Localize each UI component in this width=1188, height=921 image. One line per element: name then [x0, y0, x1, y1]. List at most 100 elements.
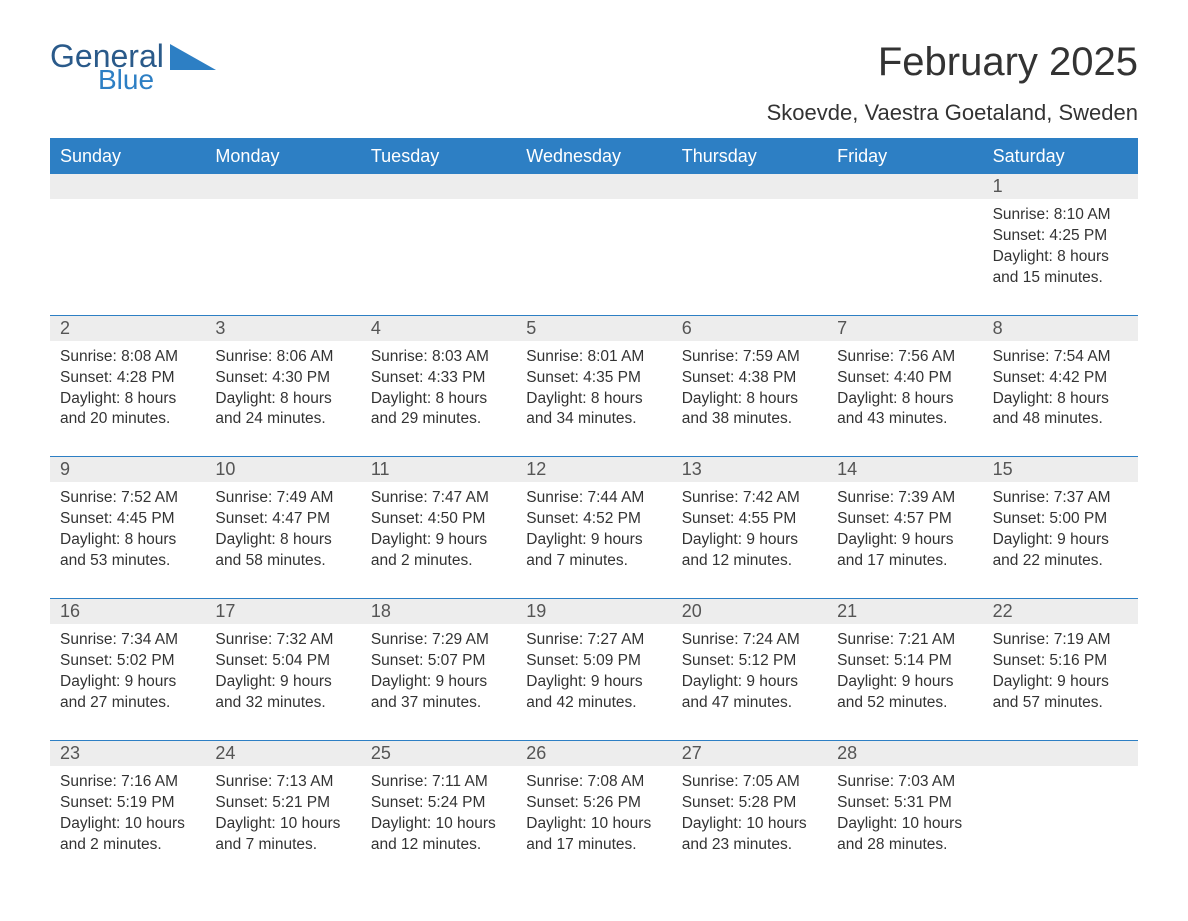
day-number: 25 — [361, 741, 516, 766]
day-number: 15 — [983, 457, 1138, 482]
day-cell: Sunrise: 7:05 AMSunset: 5:28 PMDaylight:… — [672, 766, 827, 882]
daylight-text: Daylight: 10 hours — [371, 814, 506, 835]
daylight-text: and 47 minutes. — [682, 693, 817, 714]
day-cell: Sunrise: 7:29 AMSunset: 5:07 PMDaylight:… — [361, 624, 516, 740]
daylight-text: and 28 minutes. — [837, 835, 972, 856]
day-cell: Sunrise: 7:34 AMSunset: 5:02 PMDaylight:… — [50, 624, 205, 740]
sunrise-text: Sunrise: 7:49 AM — [215, 488, 350, 509]
day-cell — [983, 766, 1138, 882]
day-number — [983, 741, 1138, 766]
day-cell: Sunrise: 7:49 AMSunset: 4:47 PMDaylight:… — [205, 482, 360, 598]
day-cell: Sunrise: 7:21 AMSunset: 5:14 PMDaylight:… — [827, 624, 982, 740]
day-number: 26 — [516, 741, 671, 766]
brand-word2: Blue — [98, 66, 164, 94]
daynum-row: 232425262728 — [50, 741, 1138, 766]
daylight-text: and 27 minutes. — [60, 693, 195, 714]
daylight-text: and 12 minutes. — [682, 551, 817, 572]
dow-wednesday: Wednesday — [516, 140, 671, 173]
sunset-text: Sunset: 5:14 PM — [837, 651, 972, 672]
sunset-text: Sunset: 5:28 PM — [682, 793, 817, 814]
sunrise-text: Sunrise: 7:34 AM — [60, 630, 195, 651]
day-number: 6 — [672, 316, 827, 341]
daylight-text: Daylight: 8 hours — [371, 389, 506, 410]
header: General Blue February 2025 — [50, 40, 1138, 94]
sunrise-text: Sunrise: 7:08 AM — [526, 772, 661, 793]
brand-logo: General Blue — [50, 40, 216, 94]
day-number: 16 — [50, 599, 205, 624]
dow-tuesday: Tuesday — [361, 140, 516, 173]
daylight-text: Daylight: 8 hours — [60, 530, 195, 551]
daylight-text: Daylight: 9 hours — [993, 530, 1128, 551]
day-cell — [50, 199, 205, 315]
daylight-text: and 22 minutes. — [993, 551, 1128, 572]
day-number — [361, 174, 516, 199]
sunset-text: Sunset: 5:21 PM — [215, 793, 350, 814]
day-cell: Sunrise: 7:47 AMSunset: 4:50 PMDaylight:… — [361, 482, 516, 598]
sunrise-text: Sunrise: 7:47 AM — [371, 488, 506, 509]
sunset-text: Sunset: 4:45 PM — [60, 509, 195, 530]
day-cell: Sunrise: 7:16 AMSunset: 5:19 PMDaylight:… — [50, 766, 205, 882]
day-cell — [516, 199, 671, 315]
sunset-text: Sunset: 4:38 PM — [682, 368, 817, 389]
sunset-text: Sunset: 5:09 PM — [526, 651, 661, 672]
day-cell: Sunrise: 8:03 AMSunset: 4:33 PMDaylight:… — [361, 341, 516, 457]
daylight-text: and 12 minutes. — [371, 835, 506, 856]
daylight-text: Daylight: 8 hours — [60, 389, 195, 410]
day-number: 23 — [50, 741, 205, 766]
day-cell — [205, 199, 360, 315]
calendar-week: 16171819202122Sunrise: 7:34 AMSunset: 5:… — [50, 598, 1138, 740]
sunrise-text: Sunrise: 7:21 AM — [837, 630, 972, 651]
day-number: 8 — [983, 316, 1138, 341]
sunset-text: Sunset: 5:24 PM — [371, 793, 506, 814]
sunset-text: Sunset: 4:35 PM — [526, 368, 661, 389]
sunrise-text: Sunrise: 8:06 AM — [215, 347, 350, 368]
sunrise-text: Sunrise: 7:54 AM — [993, 347, 1128, 368]
sunrise-text: Sunrise: 7:32 AM — [215, 630, 350, 651]
day-number — [50, 174, 205, 199]
daylight-text: and 2 minutes. — [60, 835, 195, 856]
sunrise-text: Sunrise: 7:56 AM — [837, 347, 972, 368]
dow-saturday: Saturday — [983, 140, 1138, 173]
sunset-text: Sunset: 4:28 PM — [60, 368, 195, 389]
day-of-week-header: Sunday Monday Tuesday Wednesday Thursday… — [50, 140, 1138, 173]
sunset-text: Sunset: 4:57 PM — [837, 509, 972, 530]
sunset-text: Sunset: 4:30 PM — [215, 368, 350, 389]
sunrise-text: Sunrise: 7:27 AM — [526, 630, 661, 651]
daylight-text: Daylight: 9 hours — [526, 530, 661, 551]
daylight-text: and 53 minutes. — [60, 551, 195, 572]
daylight-text: Daylight: 9 hours — [993, 672, 1128, 693]
sunset-text: Sunset: 5:12 PM — [682, 651, 817, 672]
daylight-text: Daylight: 8 hours — [837, 389, 972, 410]
sunrise-text: Sunrise: 8:10 AM — [993, 205, 1128, 226]
day-cell — [361, 199, 516, 315]
day-number: 2 — [50, 316, 205, 341]
daynum-row: 9101112131415 — [50, 457, 1138, 482]
day-number: 9 — [50, 457, 205, 482]
sunset-text: Sunset: 5:07 PM — [371, 651, 506, 672]
day-number: 12 — [516, 457, 671, 482]
daylight-text: and 32 minutes. — [215, 693, 350, 714]
sunrise-text: Sunrise: 7:11 AM — [371, 772, 506, 793]
sunset-text: Sunset: 4:52 PM — [526, 509, 661, 530]
day-cell: Sunrise: 7:32 AMSunset: 5:04 PMDaylight:… — [205, 624, 360, 740]
daylight-text: Daylight: 8 hours — [215, 530, 350, 551]
day-cell: Sunrise: 7:03 AMSunset: 5:31 PMDaylight:… — [827, 766, 982, 882]
sunrise-text: Sunrise: 7:29 AM — [371, 630, 506, 651]
calendar-week: 232425262728Sunrise: 7:16 AMSunset: 5:19… — [50, 740, 1138, 882]
sunrise-text: Sunrise: 8:01 AM — [526, 347, 661, 368]
day-cell: Sunrise: 7:59 AMSunset: 4:38 PMDaylight:… — [672, 341, 827, 457]
daylight-text: Daylight: 8 hours — [993, 389, 1128, 410]
daylight-text: Daylight: 10 hours — [682, 814, 817, 835]
daylight-text: and 29 minutes. — [371, 409, 506, 430]
daylight-text: and 52 minutes. — [837, 693, 972, 714]
day-cell: Sunrise: 7:11 AMSunset: 5:24 PMDaylight:… — [361, 766, 516, 882]
sunset-text: Sunset: 5:02 PM — [60, 651, 195, 672]
sunrise-text: Sunrise: 8:03 AM — [371, 347, 506, 368]
sunrise-text: Sunrise: 7:05 AM — [682, 772, 817, 793]
day-cell: Sunrise: 8:06 AMSunset: 4:30 PMDaylight:… — [205, 341, 360, 457]
day-number: 21 — [827, 599, 982, 624]
daylight-text: and 48 minutes. — [993, 409, 1128, 430]
sunset-text: Sunset: 5:04 PM — [215, 651, 350, 672]
sunset-text: Sunset: 5:19 PM — [60, 793, 195, 814]
sunrise-text: Sunrise: 7:42 AM — [682, 488, 817, 509]
